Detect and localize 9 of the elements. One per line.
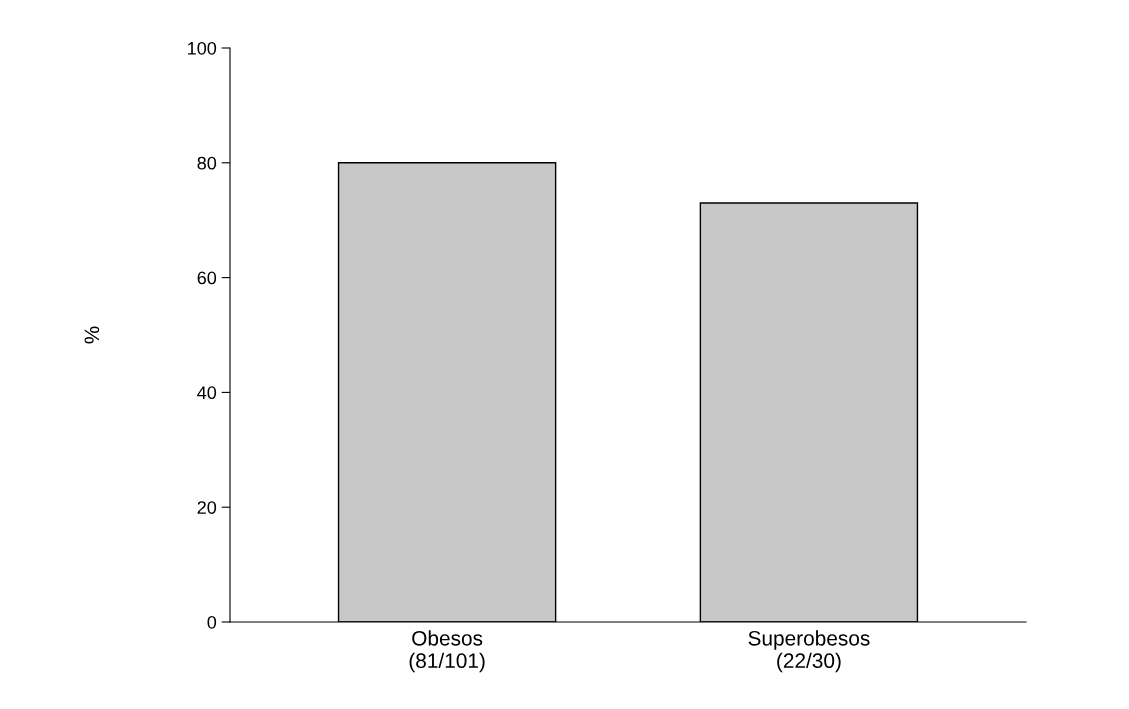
y-tick-label: 60 (197, 271, 217, 285)
x-tick-label: Obesos (81/101) (409, 630, 485, 673)
y-tick-label: 20 (197, 501, 217, 514)
y-tick-label: 40 (197, 386, 217, 400)
y-tick-label: 0 (207, 615, 217, 629)
y-tick-label: 100 (188, 41, 217, 55)
y-tick-label: 80 (197, 156, 217, 170)
x-tick-label: Superobesos (22/30) (748, 630, 870, 673)
y-axis-title: % (84, 326, 100, 344)
